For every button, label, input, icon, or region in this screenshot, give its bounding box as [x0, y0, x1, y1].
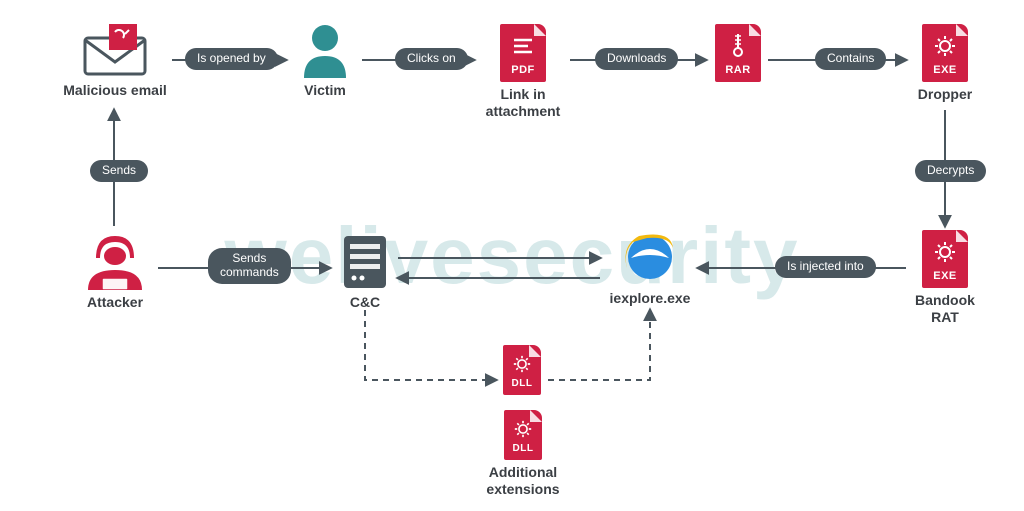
node-label: Victim: [304, 82, 346, 99]
gear-icon: [514, 410, 532, 443]
node-attacker: Attacker: [75, 230, 155, 311]
gear-icon: [934, 230, 956, 270]
edge-label: Contains: [815, 48, 886, 70]
edge-label: Sends: [90, 160, 148, 182]
file-badge: RAR: [725, 64, 750, 76]
exe-file-icon: EXE: [922, 230, 968, 288]
file-lines-icon: [512, 24, 534, 64]
zipper-icon: [731, 24, 745, 64]
node-label: Link in attachment: [486, 86, 561, 120]
exe-file-icon: EXE: [922, 24, 968, 82]
gear-icon: [934, 24, 956, 64]
node-label: iexplore.exe: [610, 290, 691, 307]
attacker-icon: [82, 230, 148, 290]
edge-label: Is injected into: [775, 256, 876, 278]
server-icon: [340, 234, 390, 290]
person-icon: [298, 20, 352, 78]
edge-label: Decrypts: [915, 160, 986, 182]
node-cc: C&C: [335, 234, 395, 311]
rar-file-icon: RAR: [715, 24, 761, 82]
node-label: Attacker: [87, 294, 143, 311]
node-dll2: DLL Additional extensions: [478, 410, 568, 498]
file-badge: EXE: [933, 270, 957, 282]
envelope-icon: [79, 20, 151, 78]
node-malicious-email: Malicious email: [60, 20, 170, 99]
edge-path: [365, 310, 496, 380]
file-badge: DLL: [512, 378, 533, 389]
node-dropper: EXE Dropper: [910, 24, 980, 103]
dll-file-icon: DLL: [504, 410, 542, 460]
node-rar: RAR: [710, 24, 766, 82]
edge-label: Sends commands: [208, 248, 291, 284]
node-label: Bandook RAT: [915, 292, 975, 326]
node-victim: Victim: [290, 20, 360, 99]
node-label: Malicious email: [63, 82, 166, 99]
dll-file-icon: DLL: [503, 345, 541, 395]
watermark: welivesecurity: [225, 210, 800, 302]
edge-label: Downloads: [595, 48, 678, 70]
file-badge: PDF: [511, 64, 535, 76]
node-iexplore: iexplore.exe: [605, 228, 695, 307]
edge-label: Is opened by: [185, 48, 278, 70]
file-badge: EXE: [933, 64, 957, 76]
pdf-file-icon: PDF: [500, 24, 546, 82]
node-dll1: DLL: [500, 345, 544, 395]
node-label: C&C: [350, 294, 380, 311]
node-label: Dropper: [918, 86, 972, 103]
file-badge: DLL: [513, 443, 534, 454]
node-label: Additional extensions: [486, 464, 559, 498]
node-bandook: EXE Bandook RAT: [910, 230, 980, 326]
ie-icon: [621, 228, 679, 286]
edge-path: [548, 310, 650, 380]
gear-icon: [513, 345, 531, 378]
node-pdf: PDF Link in attachment: [478, 24, 568, 120]
edge-label: Clicks on: [395, 48, 468, 70]
